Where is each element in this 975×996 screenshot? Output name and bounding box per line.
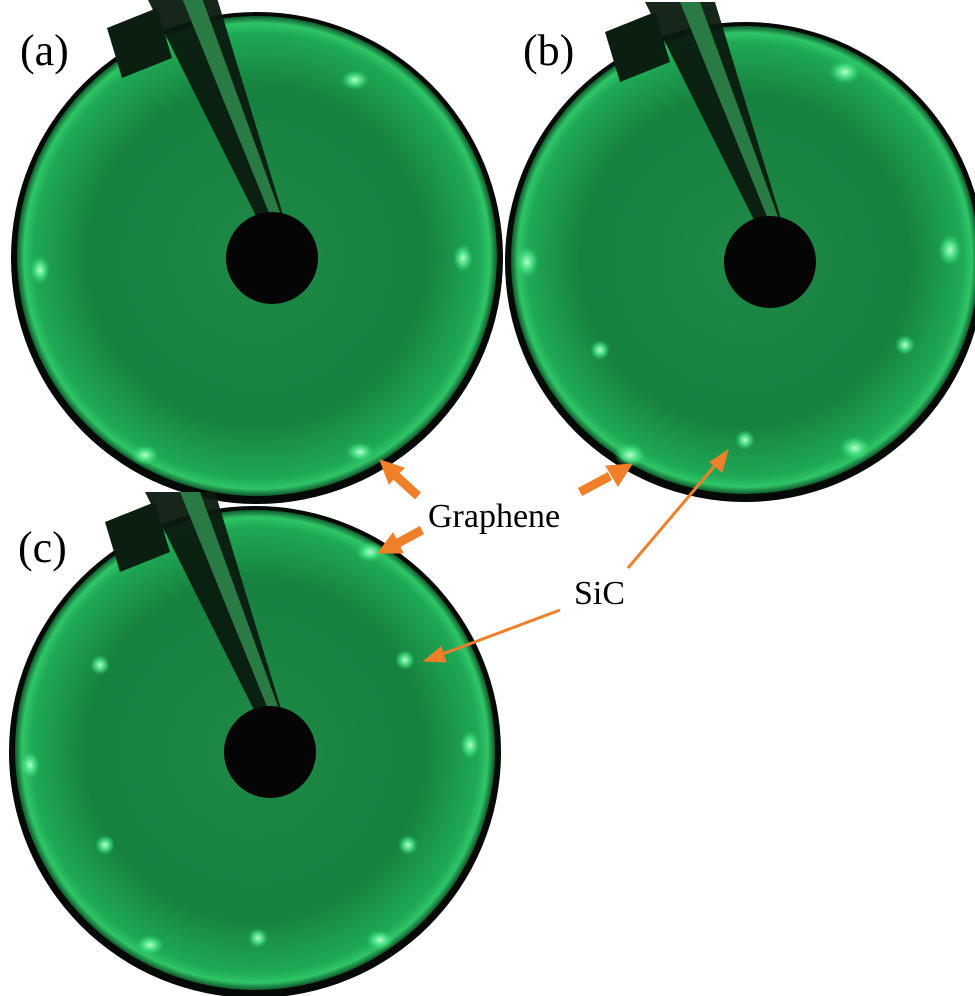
annotation: SiC [574, 575, 625, 612]
panel-label: (a) [20, 26, 69, 75]
leed-pattern-c [9, 492, 501, 996]
panel-label: (c) [18, 523, 67, 572]
annotation: Graphene [428, 498, 560, 535]
figure: (a) (b) (c) Graphene SiC [0, 0, 975, 996]
leed-pattern-a [11, 0, 503, 504]
panel-label: (b) [523, 26, 574, 75]
leed-pattern-b [505, 2, 975, 502]
